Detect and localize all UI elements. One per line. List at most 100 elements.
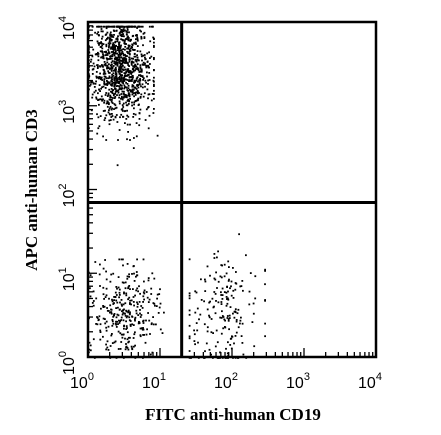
event-point [88,341,91,344]
event-point [112,47,114,49]
event-point [153,37,155,40]
event-point [130,62,133,65]
event-point [137,322,140,325]
event-point [128,319,131,322]
event-point [123,308,125,311]
event-point [227,318,230,320]
event-point [141,63,144,66]
event-point [210,331,213,334]
event-point [131,347,133,350]
event-point [111,107,113,110]
event-point [188,337,191,340]
event-point [235,320,238,323]
event-point [98,77,100,80]
event-point [135,68,137,70]
event-point [143,298,145,301]
event-point [131,90,134,93]
event-point [121,57,124,60]
event-point [115,74,118,77]
event-point [135,91,138,94]
event-point [216,287,218,289]
event-point [99,338,102,341]
event-point [127,35,129,38]
event-point [117,314,120,317]
event-point [127,311,130,314]
event-point [136,68,139,70]
event-point [101,50,103,53]
event-point [143,37,146,39]
event-point [134,41,137,44]
event-point [92,338,95,341]
event-point [232,312,234,315]
event-point [91,93,94,96]
event-point [116,78,119,80]
event-point [128,60,131,63]
event-point [123,80,126,82]
event-point [100,25,103,28]
event-point [120,34,123,36]
event-point [95,97,98,100]
event-point [119,47,121,50]
event-point [242,353,245,356]
event-point [195,322,198,324]
event-point [118,294,121,296]
event-point [113,296,115,298]
event-point [150,99,153,102]
event-point [215,329,218,332]
event-point [128,76,131,78]
event-point [97,92,99,95]
event-point [112,72,115,75]
event-point [91,25,94,28]
event-point [110,61,113,64]
event-point [188,324,191,327]
event-point [91,81,94,83]
event-point [111,113,113,115]
event-point [112,74,115,77]
event-point [140,70,143,73]
event-point [114,107,117,110]
event-point [122,264,124,267]
event-point [122,102,125,105]
event-point [102,306,105,308]
event-point [144,85,146,88]
event-point [127,64,130,66]
event-point [111,84,113,87]
event-point [101,44,104,47]
event-point [98,103,100,106]
event-point [114,50,117,52]
event-point [127,115,130,118]
event-point [142,44,144,47]
event-point [131,25,134,28]
event-point [99,263,101,266]
event-point [109,113,111,116]
event-point [139,29,141,32]
event-point [105,270,107,273]
event-point [148,66,150,69]
event-point [116,47,119,50]
y-axis-label: APC anti-human CD3 [22,109,41,271]
event-point [241,342,244,344]
event-point [125,25,128,28]
event-point [128,80,130,82]
event-point [108,52,111,55]
event-point [127,286,130,288]
event-point [131,80,133,82]
event-point [144,341,147,344]
event-point [142,327,144,329]
event-point [213,291,216,293]
event-point [152,25,154,28]
event-point [227,260,230,263]
event-point [144,58,147,60]
event-point [128,275,130,278]
event-point [92,68,95,70]
event-point [132,88,135,91]
event-point [114,51,117,54]
event-point [104,318,106,320]
event-point [133,304,135,307]
event-point [122,303,125,306]
event-point [113,25,116,28]
event-point [104,259,106,261]
event-point [125,325,128,327]
event-point [111,63,113,66]
event-point [264,335,266,338]
